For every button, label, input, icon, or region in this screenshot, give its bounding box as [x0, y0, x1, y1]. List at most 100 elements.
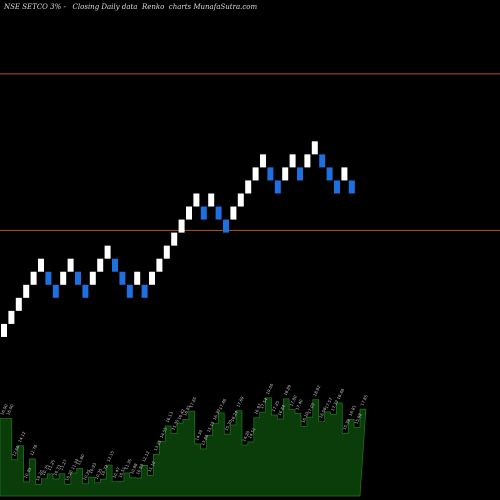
renko-brick-3 [15, 297, 22, 311]
renko-brick-42 [304, 154, 311, 168]
reference-lines [0, 73, 500, 231]
volume-label-38: 17.46 [218, 397, 228, 410]
volume-label-15: 10.25 [82, 468, 92, 481]
renko-brick-38 [274, 180, 281, 194]
renko-brick-32 [230, 206, 237, 220]
volume-label-24: 10.83 [135, 463, 145, 476]
volume-label-4: 14.12 [17, 430, 27, 443]
volume-label-58: 18.48 [336, 387, 346, 400]
volume-label-16: 10.93 [88, 462, 98, 475]
volume-label-48: 16.84 [277, 404, 287, 417]
volume-label-3: 12.69 [11, 444, 21, 457]
renko-brick-24 [171, 232, 178, 246]
volume-label-8: 10.75 [41, 463, 51, 476]
volume-label-9: 11.25 [47, 458, 57, 471]
renko-brick-44 [319, 154, 326, 168]
volume-label-12: 10.20 [64, 469, 74, 482]
volume-label-11: 11.27 [58, 458, 68, 471]
volume-label-59: 15.39 [342, 418, 352, 431]
volume-label-21: 10.51 [117, 466, 127, 479]
volume-label-54: 18.82 [312, 384, 322, 397]
volume-label-23: 10.88 [129, 462, 139, 475]
renko-brick-30 [215, 206, 222, 220]
chart-subtitle: Closing Daily data [72, 3, 138, 11]
renko-brick-48 [348, 180, 355, 194]
volume-label-44: 16.97 [253, 402, 263, 415]
volume-label-36: 15.15 [206, 420, 216, 433]
volume-label-37: 16.39 [212, 408, 222, 421]
volume-labels: 16.9016.9012.6914.1210.4512.7810.2010.75… [0, 382, 369, 481]
renko-brick-22 [156, 258, 163, 272]
renko-brick-47 [341, 167, 348, 181]
renko-brick-29 [208, 193, 215, 207]
renko-brick-7 [45, 271, 52, 285]
renko-brick-21 [149, 271, 155, 285]
volume-label-53: 17.03 [306, 402, 316, 415]
renko-brick-46 [334, 180, 340, 194]
volume-area [0, 397, 367, 497]
renko-brick-39 [282, 167, 289, 181]
volume-label-50: 17.80 [289, 394, 299, 407]
renko-brick-6 [38, 258, 44, 272]
renko-brick-31 [223, 219, 229, 233]
volume-label-1: 16.90 [0, 403, 9, 416]
volume-label-2: 16.90 [5, 403, 15, 416]
renko-brick-11 [75, 271, 81, 285]
volume-label-45: 17.54 [259, 397, 269, 410]
renko-brick-34 [245, 180, 252, 194]
volume-label-52: 16.10 [300, 411, 310, 424]
renko-brick-8 [52, 284, 59, 298]
volume-label-47: 17.25 [271, 400, 281, 413]
volume-label-30: 15.35 [170, 418, 180, 431]
volume-label-42: 14.20 [241, 429, 251, 442]
chart-header: NSE SETCO 3% - Closing Daily data Renko … [4, 3, 257, 11]
volume-label-31: 16.42 [176, 408, 186, 421]
volume-label-25: 12.12 [141, 450, 151, 463]
volume-label-56: 17.57 [324, 396, 334, 409]
renko-brick-33 [237, 193, 244, 207]
volume-label-60: 16.81 [348, 404, 358, 417]
renko-brick-28 [200, 206, 207, 220]
volume-label-19: 12.15 [106, 450, 116, 463]
renko-brick-9 [60, 271, 67, 285]
renko-brick-16 [112, 258, 118, 272]
volume-label-32: 16.81 [182, 404, 192, 417]
volume-label-17: 10.35 [94, 467, 104, 480]
renko-brick-43 [311, 141, 318, 155]
renko-brick-2 [8, 310, 15, 324]
renko-bricks [1, 141, 355, 337]
renko-brick-13 [89, 271, 96, 285]
volume-label-28: 14.55 [159, 426, 169, 439]
chart-title: NSE SETCO 3% - [4, 3, 66, 11]
volume-label-41: 17.69 [235, 395, 245, 408]
chart-kind: Renko [141, 3, 165, 11]
volume-label-49: 18.89 [283, 383, 293, 396]
volume-label-22: 11.35 [123, 457, 133, 470]
volume-label-55: 16.58 [318, 406, 328, 419]
renko-brick-15 [104, 245, 111, 259]
chart-source: charts MunafaSutra.com [168, 3, 258, 11]
volume-label-10: 10.73 [52, 464, 62, 477]
renko-brick-35 [252, 167, 259, 181]
volume-label-13: 11.34 [70, 458, 80, 471]
volume-label-39: 15.30 [224, 419, 234, 432]
volume-label-57: 17.32 [330, 399, 340, 412]
volume-label-20: 10.47 [111, 466, 121, 479]
volume-label-51: 17.40 [294, 398, 304, 411]
renko-brick-37 [267, 167, 274, 181]
renko-brick-45 [326, 167, 333, 181]
renko-brick-40 [289, 154, 296, 168]
volume-label-18: 10.72 [100, 464, 110, 477]
volume-area-path [0, 397, 367, 497]
renko-brick-19 [134, 271, 141, 285]
renko-brick-18 [126, 284, 133, 298]
volume-label-35: 13.80 [200, 433, 210, 446]
volume-label-61: 15.98 [353, 412, 363, 425]
renko-brick-10 [67, 258, 74, 272]
volume-label-40: 16.24 [229, 409, 239, 422]
renko-brick-17 [119, 271, 126, 285]
volume-label-34: 14.30 [194, 428, 204, 441]
volume-label-14: 11.80 [76, 453, 86, 466]
renko-brick-14 [97, 258, 104, 272]
